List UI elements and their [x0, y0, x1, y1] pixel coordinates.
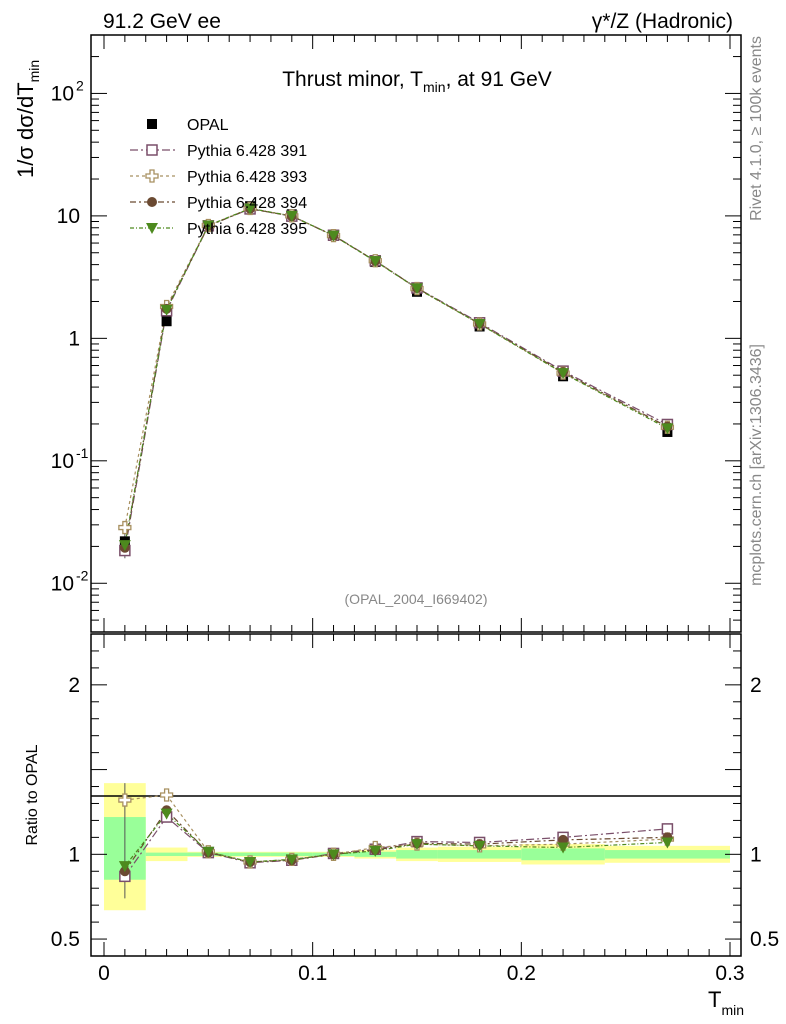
point-main	[202, 220, 215, 232]
series-main	[118, 201, 675, 559]
header-right: γ*/Z (Hadronic)	[592, 10, 733, 33]
legend: OPAL Pythia 6.428 391 Pythia 6.428 393 Pyth…	[130, 117, 307, 238]
legend-label: Pythia 6.428 394	[187, 195, 307, 212]
point-ratio	[285, 854, 298, 866]
point-ratio	[202, 846, 215, 858]
point-main	[160, 304, 173, 316]
y-tick-label-main: 10	[57, 205, 80, 228]
x-tick-label: 0.1	[298, 962, 327, 985]
data-point-opal	[161, 316, 172, 327]
x-tick-label: 0.3	[715, 962, 744, 985]
point-ratio	[661, 837, 674, 849]
band-green	[437, 850, 522, 859]
y-tick-label-ratio-right: 0.5	[750, 928, 779, 951]
x-axis-label: Tmin	[708, 987, 744, 1018]
y-tick-label-main: 10	[51, 82, 74, 105]
series-line-main	[124, 208, 668, 548]
point-ratio	[159, 788, 174, 802]
series-line-ratio	[124, 812, 668, 867]
legend-marker	[146, 144, 158, 156]
legend-marker	[146, 223, 158, 234]
x-tick-label: 0	[98, 962, 110, 985]
legend-marker	[145, 169, 159, 183]
analysis-id: (OPAL_2004_I669402)	[345, 591, 488, 607]
y-tick-label-ratio: 1	[68, 843, 80, 866]
point-main	[473, 318, 486, 330]
y-tick-label-ratio: 2	[68, 674, 80, 697]
y-tick-label-exp: -1	[76, 445, 89, 461]
point-ratio	[118, 861, 131, 873]
legend-label: Pythia 6.428 391	[187, 143, 307, 160]
point-main	[557, 368, 570, 380]
rivet-label: Rivet 4.1.0, ≥ 100k events	[748, 36, 765, 221]
y-tick-label-main: 10	[51, 450, 74, 473]
header-left: 91.2 GeV ee	[103, 10, 221, 33]
y-tick-label-ratio: 0.5	[51, 928, 80, 951]
legend-label: Pythia 6.428 393	[187, 169, 307, 186]
ratio-panel-frame	[90, 633, 742, 957]
y-tick-label-main: 10	[51, 572, 74, 595]
point-main	[118, 520, 132, 535]
point-ratio	[369, 845, 382, 857]
y-tick-label-main: 1	[68, 327, 80, 350]
y-axis-label-ratio: Ratio to OPAL	[24, 744, 41, 845]
series-line-main	[124, 207, 668, 546]
band-green	[145, 852, 188, 857]
point-ratio	[473, 840, 486, 852]
series-line-ratio	[124, 809, 668, 872]
point-ratio	[160, 808, 173, 820]
y-axis-label-main: 1/σ dσ/dTmin	[13, 60, 42, 178]
y-tick-label-ratio-right: 2	[750, 674, 762, 697]
legend-label-opal: OPAL	[187, 117, 229, 134]
x-tick-label: 0.2	[507, 962, 536, 985]
point-main	[118, 540, 131, 552]
point-ratio	[411, 839, 423, 851]
band-green	[396, 850, 438, 859]
legend-marker	[147, 197, 157, 207]
y-tick-label-exp: -2	[76, 567, 89, 583]
series-line-main	[124, 207, 668, 528]
point-ratio	[557, 842, 570, 854]
point-main	[244, 203, 257, 215]
y-tick-label-ratio-right: 1	[750, 843, 762, 866]
point-main	[327, 230, 340, 242]
point-main	[411, 283, 423, 295]
legend-marker-opal	[147, 119, 157, 129]
series-ratio	[118, 783, 675, 899]
point-ratio	[558, 834, 569, 845]
mcplots-label: mcplots.cern.ch [arXiv:1306.3436]	[748, 344, 765, 586]
band-green	[521, 848, 605, 861]
chart-title: Thrust minor, Tmin, at 91 GeV	[282, 68, 552, 95]
point-main	[285, 210, 298, 222]
legend-label: Pythia 6.428 395	[187, 221, 307, 238]
point-main	[661, 423, 674, 435]
series-line-main	[124, 208, 668, 551]
point-ratio	[327, 849, 340, 861]
point-ratio	[118, 793, 132, 807]
main-panel-frame	[90, 34, 742, 633]
point-ratio	[244, 856, 257, 868]
band-green	[229, 852, 271, 857]
band-green	[604, 850, 730, 859]
point-main	[369, 256, 382, 268]
axis-ticks	[91, 34, 741, 957]
y-tick-label-exp: 2	[76, 77, 84, 93]
